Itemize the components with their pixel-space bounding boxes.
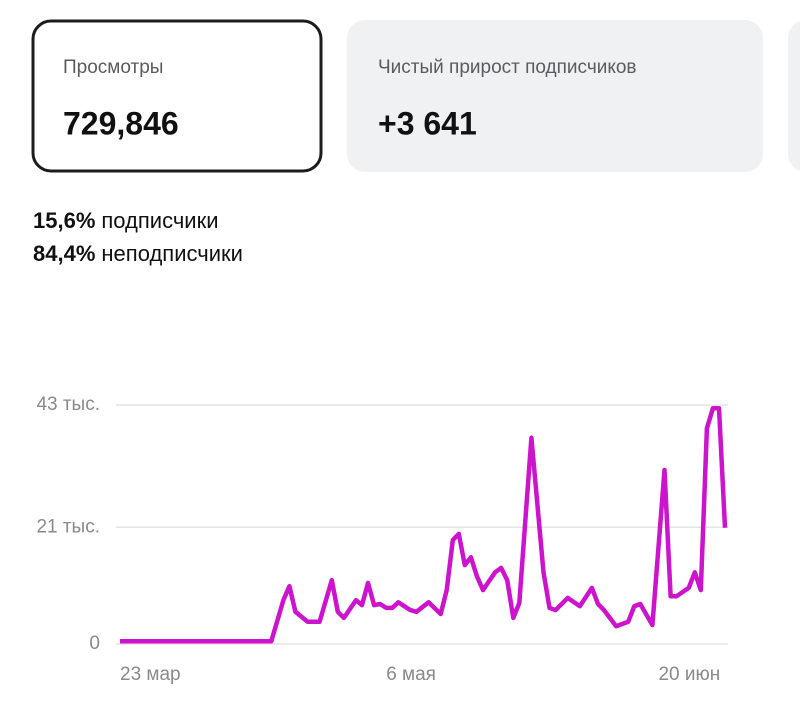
audience-line: 15,6% подписчики xyxy=(33,208,219,233)
y-tick-label: 0 xyxy=(89,633,100,654)
label: подписчики xyxy=(101,208,218,233)
card-value: 729,846 xyxy=(63,105,179,141)
percent: 15,6% xyxy=(33,208,95,233)
card-value: +3 641 xyxy=(378,105,477,141)
card-partial[interactable] xyxy=(788,20,800,172)
x-tick-label: 6 мая xyxy=(386,664,436,685)
percent: 84,4% xyxy=(33,241,95,266)
card[interactable] xyxy=(347,20,763,172)
audience-line: 84,4% неподписчики xyxy=(33,241,243,266)
label: неподписчики xyxy=(101,241,243,266)
card-title: Просмотры xyxy=(63,57,163,78)
y-tick-label: 43 тыс. xyxy=(36,394,100,415)
card[interactable] xyxy=(31,19,323,173)
y-tick-label: 21 тыс. xyxy=(36,516,100,537)
card-title: Чистый прирост подписчиков xyxy=(378,57,637,78)
x-tick-label: 23 мар xyxy=(120,664,181,685)
line xyxy=(120,406,728,644)
x-tick-label: 20 июн xyxy=(658,664,720,685)
